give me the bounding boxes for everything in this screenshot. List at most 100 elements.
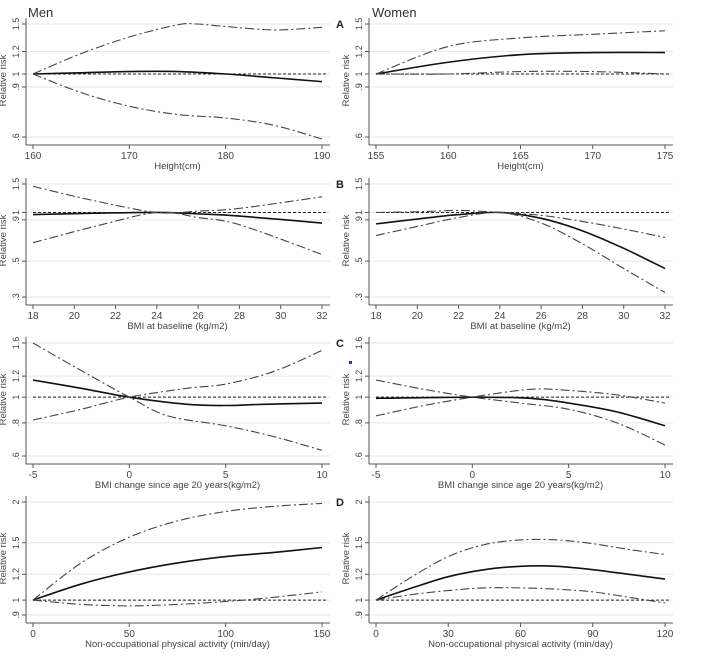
x-tick-label: 165 xyxy=(512,151,529,162)
y-axis-label: Relative risk xyxy=(341,214,352,266)
ci-line xyxy=(32,73,323,140)
y-tick-label: 1.2 xyxy=(11,568,21,581)
x-tick-label: 20 xyxy=(69,311,81,322)
x-tick-label: 30 xyxy=(443,629,455,640)
y-tick-label: 1 xyxy=(11,598,21,603)
y-tick-label: .5 xyxy=(11,257,21,265)
x-tick-label: 20 xyxy=(412,311,424,322)
x-axis-label: BMI at baseline (kg/m2) xyxy=(470,321,570,332)
ci-line xyxy=(375,538,666,601)
panel-D-men: 2 1.5 1.2 1 .9 0 50 100 150 Non-occupational phys… xyxy=(0,496,344,650)
y-tick-label: 2 xyxy=(11,499,21,504)
y-tick-label: .9 xyxy=(11,611,21,619)
stray-blue-dot xyxy=(349,361,352,364)
y-tick-label: 1.2 xyxy=(354,568,364,581)
ci-line xyxy=(375,209,666,239)
panel-A-women: 1.5 1.2 1 .9 .6 155 160 165 170 175 Height(cm) Rela… xyxy=(341,18,674,172)
y-tick-label: .6 xyxy=(11,452,21,460)
y-tick-label: 1.6 xyxy=(11,337,21,350)
ci-line xyxy=(375,587,666,604)
y-tick-label: 1.2 xyxy=(11,370,21,383)
x-tick-label: 28 xyxy=(577,311,589,322)
x-tick-label: 180 xyxy=(217,151,234,162)
x-tick-label: 18 xyxy=(370,311,382,322)
y-tick-label: .8 xyxy=(354,419,364,427)
ci-line xyxy=(32,185,323,214)
x-tick-label: 170 xyxy=(121,151,138,162)
y-tick-label: 1.6 xyxy=(354,337,364,350)
panel-letter: B xyxy=(336,179,344,191)
panel-B-women: 1.5 1.9 .5 .3 18 20 22 24 26 28 30 32 BMI at baselin… xyxy=(341,178,673,332)
y-axis-label: Relative risk xyxy=(0,532,9,584)
x-tick-label: 0 xyxy=(373,629,379,640)
panel-C-women: 1.6 1.2 1 .8 .6 -5 0 5 10 BMI change since age 20… xyxy=(341,337,673,491)
x-tick-label: 26 xyxy=(536,311,548,322)
panel-A-men: 1.5 1.2 1 .9 .6 160 170 180 190 Height(cm) Relativ… xyxy=(0,18,344,172)
y-tick-label: .5 xyxy=(354,257,364,265)
x-tick-label: 60 xyxy=(515,629,527,640)
y-tick-label: 1 xyxy=(11,71,21,76)
ci-line xyxy=(375,379,666,446)
y-tick-label: 2 xyxy=(354,499,364,504)
y-tick-label: 1.5 xyxy=(354,536,364,549)
y-tick-label: .9 xyxy=(11,83,21,91)
y-tick-label: 1 xyxy=(11,210,21,215)
x-tick-label: 160 xyxy=(440,151,457,162)
y-tick-label: 1.2 xyxy=(354,45,364,58)
y-axis-label: Relative risk xyxy=(0,214,9,266)
x-tick-label: 18 xyxy=(27,311,39,322)
y-tick-label: 1 xyxy=(354,71,364,76)
y-tick-label: 1.2 xyxy=(354,370,364,383)
y-axis-label: Relative risk xyxy=(341,373,352,425)
panel-C-men: 1.6 1.2 1 .8 .6 -5 0 5 10 BMI change since age 20… xyxy=(0,337,344,491)
x-tick-label: 175 xyxy=(657,151,674,162)
y-tick-label: .9 xyxy=(354,611,364,619)
x-tick-label: 120 xyxy=(657,629,674,640)
x-tick-label: 100 xyxy=(217,629,234,640)
estimate-line xyxy=(375,51,666,75)
panel-letter: D xyxy=(336,497,344,509)
ci-line xyxy=(32,211,323,255)
x-tick-label: 10 xyxy=(659,470,671,481)
x-tick-label: 0 xyxy=(127,470,133,481)
x-tick-label: 155 xyxy=(368,151,385,162)
y-axis-label: Relative risk xyxy=(341,532,352,584)
y-tick-label: .6 xyxy=(11,133,21,141)
x-axis-label: Non-occupational physical activity (min/… xyxy=(428,639,613,650)
ci-line xyxy=(375,70,666,75)
y-tick-label: .3 xyxy=(11,293,21,301)
x-axis-label: BMI change since age 20 years(kg/m2) xyxy=(438,480,603,491)
y-tick-label: .6 xyxy=(354,452,364,460)
ci-line xyxy=(375,30,666,75)
y-tick-label: 1.2 xyxy=(11,45,21,58)
x-tick-label: 90 xyxy=(587,629,599,640)
y-axis-label: Relative risk xyxy=(341,54,352,106)
x-tick-label: 30 xyxy=(618,311,630,322)
estimate-line xyxy=(375,211,666,270)
y-tick-label: 1 xyxy=(11,395,21,400)
x-axis-label: BMI change since age 20 years(kg/m2) xyxy=(95,480,260,491)
x-tick-label: 32 xyxy=(316,311,328,322)
estimate-line xyxy=(375,565,666,601)
ci-line xyxy=(375,388,666,417)
x-tick-label: 5 xyxy=(223,470,229,481)
y-tick-label: 1.5 xyxy=(11,178,21,191)
y-tick-label: .6 xyxy=(354,133,364,141)
x-tick-label: -5 xyxy=(29,470,38,481)
x-tick-label: 32 xyxy=(659,311,671,322)
x-tick-label: 10 xyxy=(316,470,328,481)
ci-line xyxy=(32,591,323,607)
y-tick-label: 1.5 xyxy=(11,18,21,31)
x-axis-label: Non-occupational physical activity (min/… xyxy=(85,639,270,650)
y-tick-label: 1 xyxy=(354,598,364,603)
panel-letter: C xyxy=(336,338,344,350)
x-tick-label: 0 xyxy=(30,629,36,640)
x-tick-label: 160 xyxy=(25,151,42,162)
column-title-men: Men xyxy=(28,5,53,20)
x-tick-label: 5 xyxy=(566,470,572,481)
ci-line xyxy=(32,502,323,601)
x-axis-label: BMI at baseline (kg/m2) xyxy=(127,321,227,332)
estimate-line xyxy=(32,211,323,224)
